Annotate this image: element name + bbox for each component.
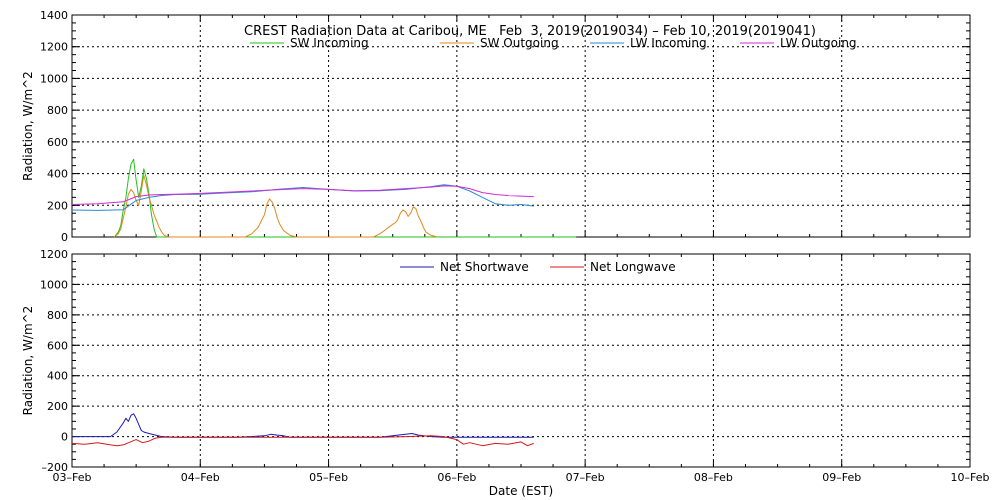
x-tick-label: 07–Feb xyxy=(566,471,605,484)
x-axis-label: Date (EST) xyxy=(489,484,553,498)
legend-label: Net Longwave xyxy=(590,260,676,274)
y-tick-label: 0 xyxy=(61,231,68,244)
y-tick-label: 200 xyxy=(47,400,68,413)
series-line-net-longwave xyxy=(71,435,534,447)
y-tick-label: 400 xyxy=(47,370,68,383)
legend-label: Net Shortwave xyxy=(440,260,529,274)
y-axis-label: Radiation, W/m^2 xyxy=(21,306,35,416)
y-tick-label: 1000 xyxy=(40,278,68,291)
bottom-panel: –200 0 200 400 600 800 1000 1200 03–Feb 04–Feb 05–… xyxy=(21,248,989,498)
plot-frame xyxy=(71,253,971,468)
x-tick-label: 06–Feb xyxy=(437,471,476,484)
y-tick-label: 800 xyxy=(47,309,68,322)
top-panel: 0 200 400 600 800 1000 1200 1400 Radiation, W/m^… xyxy=(21,9,971,244)
series-line-lw-outgoing xyxy=(71,185,534,205)
y-tick-label: 200 xyxy=(47,199,68,212)
y-tick-label: 0 xyxy=(61,431,68,444)
series-line-sw-incoming xyxy=(113,158,577,238)
y-axis-label: Radiation, W/m^2 xyxy=(21,71,35,181)
y-tick-label: 1000 xyxy=(40,72,68,85)
y-tick-label: 1400 xyxy=(40,9,68,22)
y-tick-label: –200 xyxy=(42,461,69,474)
x-tick-label: 03–Feb xyxy=(53,471,92,484)
legend-label: SW Incoming xyxy=(290,36,369,50)
legend-label: SW Outgoing xyxy=(480,36,559,50)
legend-label: LW Outgoing xyxy=(780,36,857,50)
x-tick-label: 09–Feb xyxy=(822,471,861,484)
y-tick-label: 800 xyxy=(47,104,68,117)
y-tick-label: 600 xyxy=(47,136,68,149)
y-tick-label: 400 xyxy=(47,168,68,181)
x-tick-label: 10–Feb xyxy=(951,471,990,484)
y-tick-label: 600 xyxy=(47,339,68,352)
x-tick-label: 08–Feb xyxy=(694,471,733,484)
legend-label: LW Incoming xyxy=(630,36,707,50)
x-tick-label: 04–Feb xyxy=(181,471,220,484)
chart-title: CREST Radiation Data at Caribou, ME Feb … xyxy=(244,24,816,39)
series-line-net-shortwave xyxy=(72,413,534,438)
y-tick-label: 1200 xyxy=(40,248,68,261)
series-line-sw-outgoing xyxy=(113,174,438,238)
y-tick-label: 1200 xyxy=(40,41,68,54)
x-tick-label: 05–Feb xyxy=(309,471,348,484)
